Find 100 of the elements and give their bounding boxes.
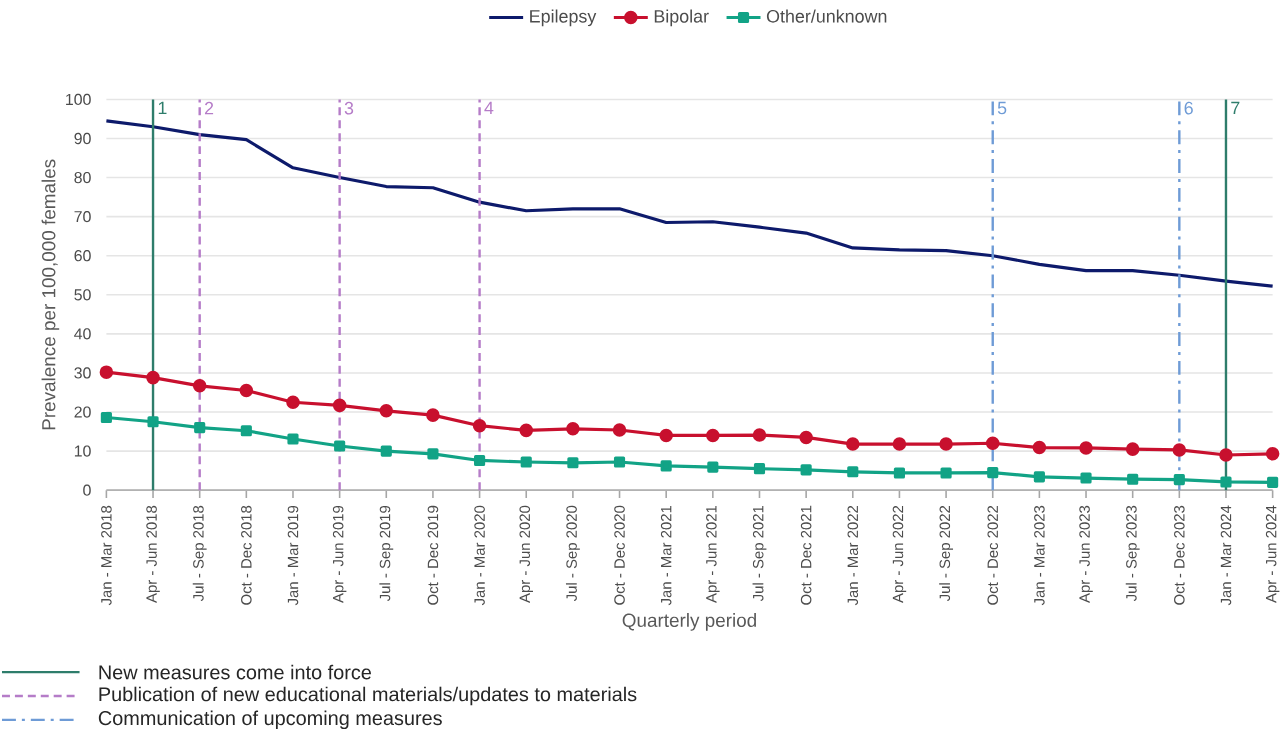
x-tick-label: Jul - Sep 2022 (939, 506, 954, 602)
point (1079, 441, 1093, 455)
legend-label: Bipolar (654, 9, 709, 27)
y-tick-label: 50 (74, 289, 91, 301)
point (380, 445, 392, 457)
y-tick-label: 70 (74, 211, 91, 223)
point (379, 404, 394, 418)
y-tick-label: 0 (83, 484, 91, 496)
x-tick-label: Apr - Jun 2019 (332, 506, 347, 604)
line-series (104, 119, 1275, 288)
point (893, 467, 905, 479)
point (892, 437, 907, 451)
point (1219, 448, 1233, 462)
y-axis-title: Prevalence per 100,000 females (41, 159, 60, 430)
point (520, 456, 532, 468)
x-tick-label: Jan - Mar 2018 (101, 505, 112, 606)
x-tick-label: Jul - Sep 2021 (752, 506, 767, 602)
x-tick-label: Apr - Jun 2023 (1079, 505, 1093, 604)
point (799, 430, 813, 445)
ref-line-label: 5 (997, 101, 1007, 115)
point (846, 437, 860, 451)
x-tick-label: Apr - Jun 2022 (892, 506, 907, 604)
text: Publication of new educational materials/updates to materials (99, 686, 637, 706)
point (1265, 447, 1280, 461)
point (192, 379, 207, 393)
ref-line-label: 6 (1184, 101, 1193, 115)
x-tick-label: Oct - Dec 2021 (800, 506, 812, 605)
x-tick-label: Jan - Mar 2020 (474, 505, 485, 606)
point (847, 466, 859, 478)
point (239, 383, 254, 398)
point (659, 428, 673, 443)
x-tick-label: Oct - Dec 2019 (427, 506, 439, 605)
point (519, 423, 533, 438)
x-tick-label: Apr - Jun 2020 (519, 505, 533, 604)
point (286, 395, 300, 410)
point (287, 433, 299, 445)
point (939, 437, 953, 451)
point (474, 455, 486, 467)
point (1033, 471, 1045, 483)
y-tick-label: 60 (74, 250, 91, 262)
point (332, 398, 347, 413)
point (1220, 476, 1232, 488)
point (707, 461, 719, 473)
ref-line-label: 7 (1231, 101, 1240, 115)
point (100, 412, 112, 424)
x-tick-label: Apr - Jun 2018 (146, 505, 160, 604)
point (240, 425, 252, 437)
x-tick-label: Jul - Sep 2020 (565, 505, 580, 602)
point (985, 436, 1000, 451)
x-tick-label: Jul - Sep 2018 (192, 505, 207, 602)
x-tick-label: Oct - Dec 2023 (1174, 505, 1185, 605)
point (612, 423, 627, 437)
x-tick-label: Jan - Mar 2024 (1220, 505, 1232, 606)
point (1080, 472, 1092, 484)
x-tick-label: Jul - Sep 2019 (379, 506, 394, 602)
point (1267, 476, 1279, 489)
y-tick-label: 10 (74, 445, 91, 457)
ref-line-label: 3 (344, 101, 354, 115)
point (940, 467, 952, 479)
x-tick-label: Oct - Dec 2022 (987, 506, 999, 605)
point (567, 457, 579, 469)
point (1125, 442, 1140, 457)
x-tick-label: Apr - Jun 2021 (706, 506, 720, 604)
y-tick-label: 20 (74, 406, 91, 418)
point (194, 422, 206, 434)
text: Communication of upcoming measures (98, 710, 442, 730)
x-axis-title: Quarterly period (622, 613, 756, 631)
point (472, 419, 487, 433)
point (800, 464, 812, 476)
x-tick-label: Jan - Mar 2021 (660, 506, 672, 606)
y-tick-label: 90 (74, 132, 91, 145)
x-tick-label: Oct - Dec 2018 (241, 505, 252, 605)
x-tick-label: Apr - Jun 2024 (1265, 505, 1280, 604)
y-tick-label: 40 (74, 328, 91, 340)
point (99, 365, 114, 380)
point (753, 463, 766, 475)
point (427, 448, 439, 460)
ref-line-label: 4 (484, 101, 494, 115)
x-tick-label: Jul - Sep 2023 (1125, 505, 1140, 602)
point (1032, 440, 1047, 455)
x-tick-label: Jan - Mar 2022 (847, 506, 859, 606)
point (334, 440, 346, 452)
ref-line-label: 2 (204, 101, 214, 115)
point (426, 408, 440, 423)
point (987, 467, 999, 479)
point (752, 428, 767, 442)
point (613, 456, 626, 468)
x-tick-label: Oct - Dec 2020 (614, 505, 625, 605)
x-tick-label: Jan - Mar 2023 (1034, 505, 1045, 606)
text: New measures come into force (99, 664, 371, 680)
point (1172, 443, 1187, 457)
y-tick-label: 100 (66, 93, 91, 106)
point (706, 428, 720, 443)
point (146, 370, 160, 385)
legend-label: Other/unknown (766, 9, 887, 23)
point (660, 460, 672, 472)
ref-line-label: 1 (158, 101, 167, 115)
point (147, 416, 159, 428)
point (1173, 474, 1185, 486)
y-tick-label: 80 (74, 172, 91, 184)
